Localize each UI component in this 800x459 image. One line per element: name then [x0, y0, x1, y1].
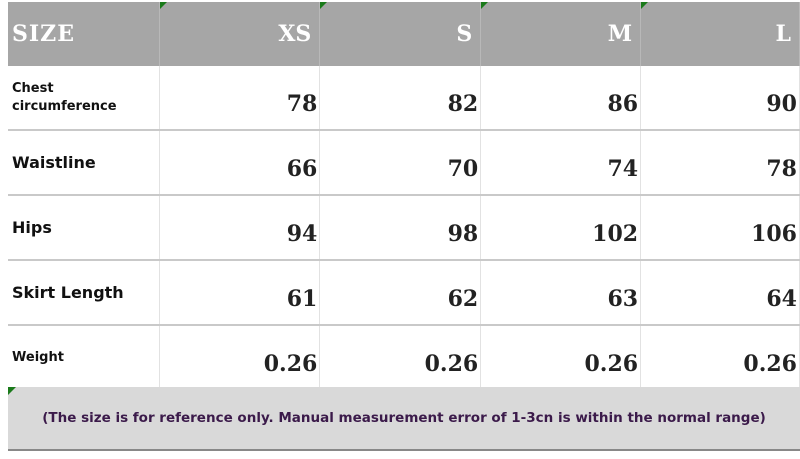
row-label: Chest circumference [8, 66, 161, 131]
table-cell: 0.26 [319, 325, 482, 389]
table-cell: 94 [159, 195, 321, 261]
size-s-header: S [319, 2, 482, 66]
table-cell: 70 [319, 130, 482, 196]
corner-tick-icon [320, 2, 328, 9]
table-cell: 0.26 [640, 325, 800, 389]
row-label: Waistline [8, 130, 161, 196]
size-header: SIZE [8, 2, 161, 66]
table-cell: 62 [319, 260, 482, 326]
table-cell: 61 [159, 260, 321, 326]
table-cell: 74 [480, 130, 642, 196]
table-cell: 63 [480, 260, 642, 326]
table-cell: 102 [480, 195, 642, 261]
table-row: Skirt Length 61 62 63 64 [8, 260, 800, 326]
table-cell: 66 [159, 130, 321, 196]
table-cell: 86 [480, 66, 642, 131]
header-row: SIZE XS S M L [8, 2, 800, 66]
row-label: Skirt Length [8, 260, 161, 326]
corner-tick-icon [641, 2, 649, 9]
reference-note: (The size is for reference only. Manual … [8, 387, 800, 451]
row-label: Weight [8, 325, 161, 389]
table-row: Chest circumference 78 82 86 90 [8, 66, 800, 131]
size-m-header: M [480, 2, 642, 66]
corner-tick-icon [8, 387, 16, 395]
table-cell: 78 [640, 130, 800, 196]
table-row: Weight 0.26 0.26 0.26 0.26 [8, 325, 800, 389]
note-text: (The size is for reference only. Manual … [42, 410, 766, 426]
table-cell: 106 [640, 195, 800, 261]
table-cell: 82 [319, 66, 482, 131]
table-cell: 64 [640, 260, 800, 326]
size-l-header: L [640, 2, 800, 66]
corner-tick-icon [160, 2, 168, 9]
table-cell: 0.26 [159, 325, 321, 389]
table-cell: 90 [640, 66, 800, 131]
corner-tick-icon [481, 2, 489, 9]
table-cell: 98 [319, 195, 482, 261]
table-cell: 78 [159, 66, 321, 131]
size-chart-table: SIZE XS S M L Chest circumference 78 82 … [8, 2, 800, 389]
row-label: Hips [8, 195, 161, 261]
table-row: Waistline 66 70 74 78 [8, 130, 800, 196]
table-cell: 0.26 [480, 325, 642, 389]
table-row: Hips 94 98 102 106 [8, 195, 800, 261]
size-xs-header: XS [159, 2, 321, 66]
